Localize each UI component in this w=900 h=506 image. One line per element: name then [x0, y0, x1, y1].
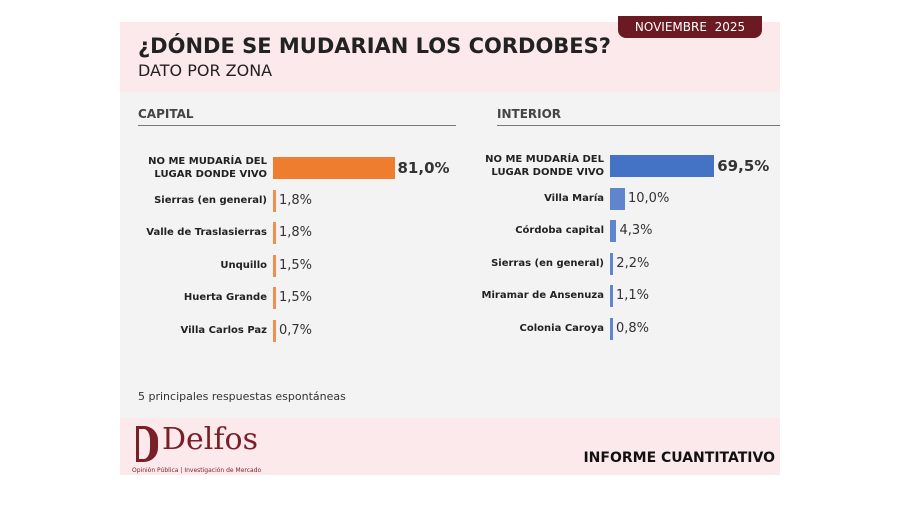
footer-band [120, 418, 780, 475]
section-title: CAPITAL [138, 107, 194, 121]
tagline: Opinión Pública | Investigación de Merca… [132, 467, 262, 474]
bar [273, 254, 276, 277]
bar [610, 318, 613, 340]
bar [610, 220, 617, 243]
section-rule [138, 125, 456, 126]
bar [610, 187, 625, 210]
section-title: INTERIOR [497, 107, 562, 121]
logo-icon [136, 426, 158, 462]
title: ¿DÓNDE SE MUDARIAN LOS CORDOBES? [138, 34, 611, 58]
value-label: 1,5% [279, 257, 313, 273]
subtitle: DATO POR ZONA [138, 61, 273, 80]
category-label: Villa Carlos Paz [180, 325, 267, 336]
date-badge: NOVIEMBRE 2025 [618, 16, 762, 38]
bar [610, 285, 613, 308]
value-label: 1,5% [279, 290, 313, 306]
value-label: 4,3% [619, 223, 653, 239]
category-label: Valle de Traslasierras [146, 227, 267, 239]
bar [273, 222, 276, 245]
value-label: 69,5% [717, 157, 770, 175]
category-label: Villa María [544, 192, 604, 204]
bar [610, 252, 614, 275]
bar [610, 155, 715, 177]
value-label: 0,8% [616, 321, 650, 336]
category-label: Sierras (en general) [491, 257, 604, 269]
bar [273, 287, 276, 310]
bar [273, 320, 276, 342]
value-label: 81,0% [397, 159, 450, 177]
category-label: Córdoba capital [515, 225, 604, 237]
category-label: Colonia Caroya [519, 323, 604, 334]
category-label: NO ME MUDARÍA DEL LUGAR DONDE VIVO [148, 156, 267, 180]
category-label: Unquillo [220, 259, 267, 271]
value-label: 1,8% [279, 225, 313, 241]
report-label: INFORME CUANTITATIVO [583, 450, 775, 466]
value-label: 1,1% [616, 288, 650, 304]
category-label: Huerta Grande [183, 292, 267, 304]
section-rule [497, 125, 780, 126]
bar [273, 189, 276, 212]
footnote: 5 principales respuestas espontáneas [138, 390, 346, 403]
category-label: Miramar de Ansenuza [481, 290, 604, 302]
brand: Delfos [162, 422, 258, 457]
bar [273, 157, 395, 179]
value-label: 0,7% [279, 323, 313, 338]
category-label: NO ME MUDARÍA DEL LUGAR DONDE VIVO [485, 154, 604, 178]
value-label: 1,8% [279, 192, 313, 208]
value-label: 2,2% [616, 255, 650, 271]
category-label: Sierras (en general) [154, 194, 267, 206]
value-label: 10,0% [628, 190, 670, 206]
panel [120, 22, 780, 475]
